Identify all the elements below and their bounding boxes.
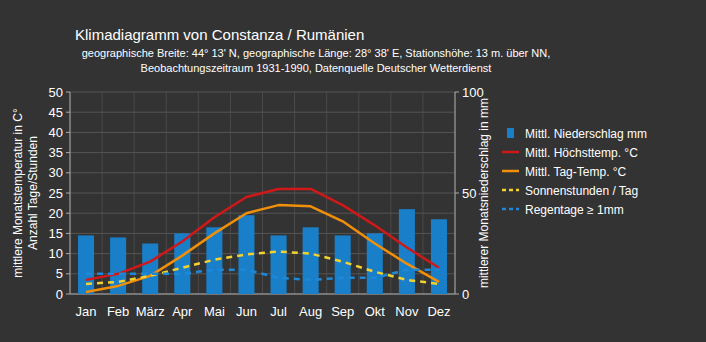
y-tick-label: 0 — [56, 287, 63, 302]
y-tick-label: 40 — [49, 125, 63, 140]
background — [0, 0, 706, 342]
x-tick-label: Apr — [172, 304, 193, 319]
legend-swatch — [502, 208, 519, 211]
x-tick-label: Jan — [76, 304, 97, 319]
grid-line — [70, 152, 455, 153]
y-axis-label: mittlere Monatstemperatur in C° — [11, 108, 25, 278]
y2-tick-label: 100 — [462, 85, 484, 100]
y-tick-label: 25 — [49, 186, 63, 201]
y2-tick — [455, 294, 459, 295]
y-tick-label: 45 — [49, 105, 63, 120]
grid — [70, 92, 455, 294]
legend-label: Mittl. Tag-Temp. °C — [525, 165, 627, 179]
y2-axis — [455, 92, 456, 294]
grid-line — [70, 92, 455, 93]
y-tick-label: 20 — [49, 206, 63, 221]
grid-line — [70, 213, 455, 214]
bar — [303, 227, 319, 294]
legend-label: Mittl. Höchsttemp. °C — [525, 146, 638, 160]
x-tick-label: Jun — [236, 304, 257, 319]
y2-tick-label: 50 — [462, 186, 476, 201]
y-tick — [66, 294, 70, 295]
x-tick-label: Aug — [299, 304, 322, 319]
x-tick-label: Nov — [395, 304, 419, 319]
legend-swatch — [507, 128, 514, 138]
legend-label: Sonnenstunden / Tag — [525, 184, 638, 198]
line — [86, 189, 439, 280]
y2-tick — [455, 92, 459, 93]
title: Klimadiagramm von Constanza / Rumänien — [75, 26, 364, 43]
y-axis — [70, 92, 71, 294]
y-tick — [66, 213, 70, 214]
subtitle: geographische Breite: 44° 13' N, geograp… — [82, 47, 551, 59]
legend-label: Regentage ≥ 1mm — [525, 203, 624, 217]
y-tick — [66, 273, 70, 274]
y-tick — [66, 172, 70, 173]
y2-tick-label: 0 — [462, 287, 469, 302]
y-tick-label: 15 — [49, 226, 63, 241]
line — [86, 270, 439, 280]
y-tick-label: 50 — [49, 85, 63, 100]
legend: Mittl. Niederschlag mm Mittl. Höchsttemp.… — [502, 127, 647, 217]
y-tick — [66, 193, 70, 194]
plot-area — [78, 189, 447, 294]
grid-line — [70, 132, 455, 133]
y-tick — [66, 112, 70, 113]
y-tick — [66, 92, 70, 93]
y-tick-label: 35 — [49, 145, 63, 160]
legend-swatch — [502, 189, 519, 192]
x-tick-label: Mai — [204, 304, 225, 319]
x-tick-label: Feb — [107, 304, 129, 319]
y-tick — [66, 253, 70, 254]
legend-label: Mittl. Niederschlag mm — [525, 127, 647, 141]
bar — [142, 244, 158, 295]
y-tick-label: 30 — [49, 165, 63, 180]
grid-line-v — [70, 92, 71, 294]
y-tick-label: 5 — [56, 266, 63, 281]
y-tick — [66, 152, 70, 153]
subtitle: Beobachtungszeitraum 1931-1990, Datenque… — [141, 62, 492, 74]
y-tick — [66, 233, 70, 234]
legend-swatch — [502, 170, 519, 173]
legend-swatch — [502, 151, 519, 154]
line — [86, 205, 439, 292]
x-tick-label: Okt — [365, 304, 386, 319]
chart: Klimadiagramm von Constanza / Rumänien ge… — [0, 0, 706, 342]
x-tick-label: Jul — [270, 304, 287, 319]
grid-line — [70, 172, 455, 173]
y2-tick — [455, 193, 459, 194]
y-axis-label: Anzahl Tage/Stunden — [26, 136, 40, 250]
y2-axis-label: mittlerer Monatsniederschlag in mm — [477, 98, 491, 288]
bar — [78, 235, 94, 294]
x-tick-label: Sep — [331, 304, 354, 319]
x-tick-label: Dez — [427, 304, 450, 319]
x-axis — [70, 294, 455, 295]
y-tick-label: 10 — [49, 246, 63, 261]
grid-line — [70, 233, 455, 234]
grid-line — [70, 294, 455, 295]
bar — [271, 235, 287, 294]
x-tick-label: März — [136, 304, 165, 319]
grid-line — [70, 112, 455, 113]
grid-line-v — [455, 92, 456, 294]
line — [86, 252, 439, 284]
y-tick — [66, 132, 70, 133]
